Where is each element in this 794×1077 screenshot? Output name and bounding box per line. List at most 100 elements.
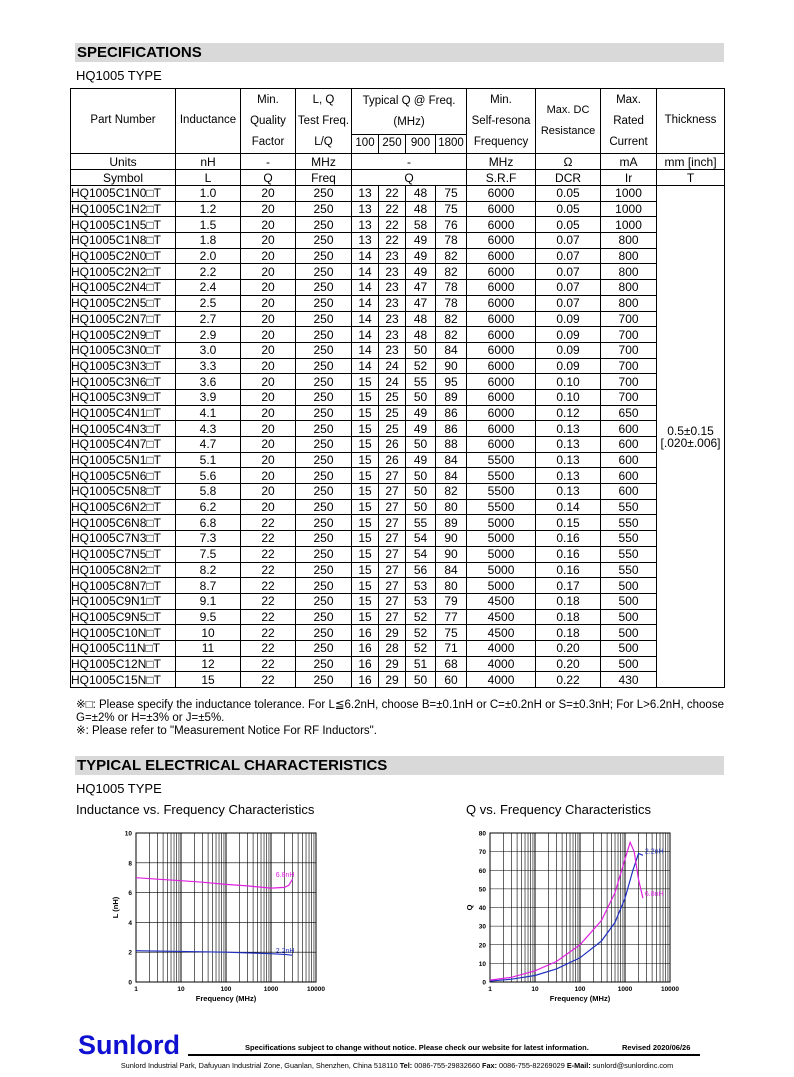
cell: 20 [240, 279, 296, 296]
x-tick-label: 10000 [307, 986, 325, 993]
cell: 78 [434, 294, 468, 312]
cell: 20 [240, 294, 296, 312]
cell: 250 [295, 294, 352, 312]
cell: 6000 [466, 232, 537, 249]
table-row: HQ1005C12N□T 12 22 250 16 29 51 68 4000 0.20 500 [70, 655, 725, 673]
cell: 50 [405, 388, 436, 406]
cell: 250 [295, 200, 352, 218]
cell: 250 [295, 341, 352, 359]
cell: Q [240, 169, 296, 186]
header-line: Quality [250, 114, 286, 127]
cell: 20 [240, 247, 296, 265]
cell: 20 [240, 436, 296, 453]
cell: 22 [240, 592, 296, 610]
cell: HQ1005C15N□T [70, 671, 176, 688]
header-cell: Part Number [70, 88, 176, 154]
footer-revised: Revised 2020/06/26 [622, 1043, 691, 1052]
cell: 2.7 [175, 310, 241, 328]
thickness-cell: 0.5±0.15 [.020±.006] [656, 185, 726, 688]
cell: HQ1005C1N2□T [70, 200, 176, 218]
x-tick-label: 1 [134, 986, 138, 993]
cell: 700 [600, 310, 658, 328]
section-title: TYPICAL ELECTRICAL CHARACTERISTICS [75, 756, 724, 775]
cell: 550 [600, 514, 658, 532]
cell: 84 [434, 561, 468, 579]
cell: 0.09 [535, 310, 602, 328]
cell: 9.5 [175, 608, 241, 626]
cell: 16 [351, 624, 379, 641]
cell: 82 [434, 483, 468, 500]
x-tick-label: 1000 [264, 986, 279, 993]
cell: 0.07 [535, 279, 602, 296]
cell: 27 [378, 514, 406, 532]
cell: 0.17 [535, 577, 602, 594]
cell: Units [70, 153, 176, 170]
cell: 4500 [466, 624, 537, 641]
cell: 5500 [466, 451, 537, 469]
cell: 0.07 [535, 232, 602, 249]
cell: 5000 [466, 514, 537, 532]
cell: 0.13 [535, 483, 602, 500]
cell: 16 [351, 655, 379, 673]
cell: 6000 [466, 326, 537, 343]
header-line: Max. DC [546, 104, 590, 116]
cell: MHz [466, 153, 537, 170]
cell: 23 [378, 247, 406, 265]
cell: 51 [405, 655, 436, 673]
cell: 600 [600, 451, 658, 469]
cell: 250 [295, 483, 352, 500]
cell: 6000 [466, 216, 537, 234]
plot-frame [489, 832, 671, 983]
cell: 250 [295, 326, 352, 343]
note: ※: Please refer to "Measurement Notice F… [76, 725, 377, 737]
x-axis-label: Frequency (MHz) [196, 994, 257, 1003]
cell: 5.8 [175, 483, 241, 500]
cell: 15 [351, 451, 379, 469]
cell: 0.13 [535, 436, 602, 453]
cell: 0.15 [535, 514, 602, 532]
cell: 430 [600, 671, 658, 688]
cell: 22 [240, 655, 296, 673]
cell: 53 [405, 592, 436, 610]
cell: 80 [434, 577, 468, 594]
address: Sunlord Industrial Park, Dafuyuan Indust… [120, 1061, 398, 1070]
cell: 800 [600, 247, 658, 265]
cell: 58 [405, 216, 436, 234]
cell: 500 [600, 592, 658, 610]
footer-rule [188, 1054, 700, 1056]
cell: HQ1005C5N1□T [70, 451, 176, 469]
x-tick-label: 1 [488, 986, 492, 993]
cell: 20 [240, 232, 296, 249]
series-label: 2.2nH [276, 948, 295, 955]
spec-table: Part Number Inductance Min. Quality Factor… [70, 88, 726, 688]
cell: 6000 [466, 185, 537, 202]
cell: 250 [295, 451, 352, 469]
cell: 20 [240, 357, 296, 375]
cell: 27 [378, 545, 406, 563]
cell: HQ1005C4N1□T [70, 404, 176, 422]
cell: 6000 [466, 373, 537, 390]
header-cell: Max. DC Resistance [535, 88, 602, 154]
cell: 16 [351, 671, 379, 688]
cell: S.R.F [466, 169, 537, 186]
cell: 78 [434, 279, 468, 296]
cell: 0.16 [535, 561, 602, 579]
cell: 600 [600, 483, 658, 500]
cell: HQ1005C1N5□T [70, 216, 176, 234]
cell: 2.0 [175, 247, 241, 265]
brand-logo: Sunlord [78, 1030, 180, 1060]
table-row: HQ1005C7N5□T 7.5 22 250 15 27 54 90 5000 0.16 550 [70, 545, 725, 563]
cell: 26 [378, 451, 406, 469]
cell: mA [600, 153, 658, 170]
cell: HQ1005C9N1□T [70, 592, 176, 610]
header-cell: 100 [351, 134, 379, 154]
cell: 90 [434, 545, 468, 563]
cell: 500 [600, 624, 658, 641]
series-line [489, 852, 644, 982]
cell: 78 [434, 232, 468, 249]
cell: 4000 [466, 639, 537, 657]
cell: 82 [434, 326, 468, 343]
cell: HQ1005C6N2□T [70, 498, 176, 516]
cell: HQ1005C6N8□T [70, 514, 176, 532]
cell: Q [350, 169, 468, 186]
